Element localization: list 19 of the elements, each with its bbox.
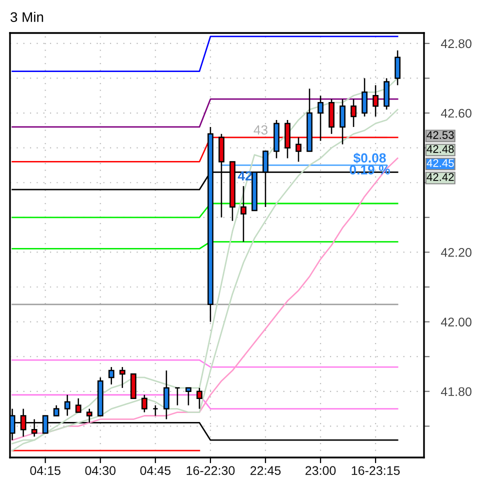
chart-title: 3 Min [10,12,44,22]
y-tick-label: 41.80 [440,387,472,396]
text: 42.45 [426,159,454,167]
x-tick-label: 16-23:15 [352,466,400,476]
x-tick-label: 04:45 [140,466,171,476]
y-tick-label: 42.80 [440,39,472,48]
x-tick-label: 23:00 [306,466,336,476]
x-tick-label: 04:30 [85,466,116,476]
annotation: 43 [254,125,268,135]
y-tick-label: 42.60 [440,108,472,118]
x-tick-label: 16-22:30 [186,466,235,476]
text: 42.53 [426,131,454,139]
x-tick-label: 22:45 [250,466,281,476]
annotation: $0.08 [353,152,386,164]
text: 42.42 [426,173,454,181]
x-tick-label: 04:15 [30,466,60,476]
y-tick-label: 42.00 [440,318,472,326]
y-tick-label: 42.20 [440,248,472,257]
text: 42.48 [426,145,454,153]
